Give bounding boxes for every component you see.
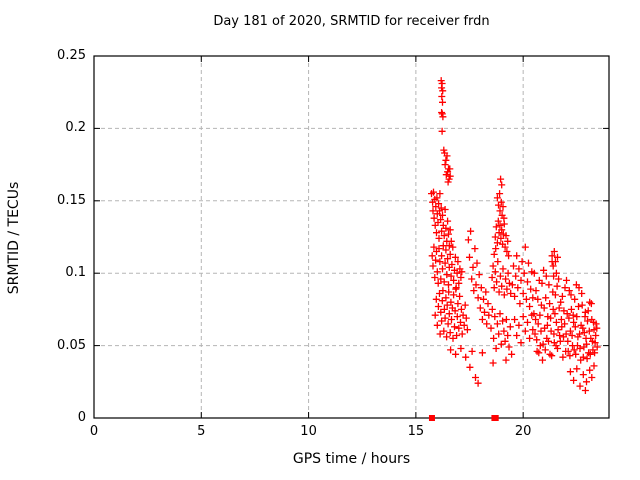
scatter-points <box>428 77 601 394</box>
y-tick-label: 0.25 <box>57 48 86 63</box>
x-tick-label: 20 <box>514 424 532 439</box>
y-tick-label: 0.1 <box>65 265 86 281</box>
flag-point <box>428 415 435 421</box>
axis-ticks <box>93 55 609 419</box>
x-tick-label: 5 <box>197 424 206 439</box>
x-tick-label: 10 <box>300 424 317 439</box>
plot-border <box>93 55 610 419</box>
chart-title: Day 181 of 2020, SRMTID for receiver frd… <box>213 14 490 29</box>
x-axis-label: GPS time / hours <box>292 451 411 467</box>
y-tick-label: 0.15 <box>57 192 86 208</box>
x-tick-label: 0 <box>89 424 99 439</box>
grid-lines <box>94 56 609 418</box>
x-tick-label: 15 <box>407 424 425 439</box>
srmtid-series <box>428 77 601 394</box>
y-tick-label: 0.05 <box>57 337 86 353</box>
y-tick-label: 0 <box>77 410 86 425</box>
axis-flags-series <box>428 415 499 421</box>
y-tick-label: 0.2 <box>65 120 86 136</box>
flag-point <box>492 415 499 421</box>
